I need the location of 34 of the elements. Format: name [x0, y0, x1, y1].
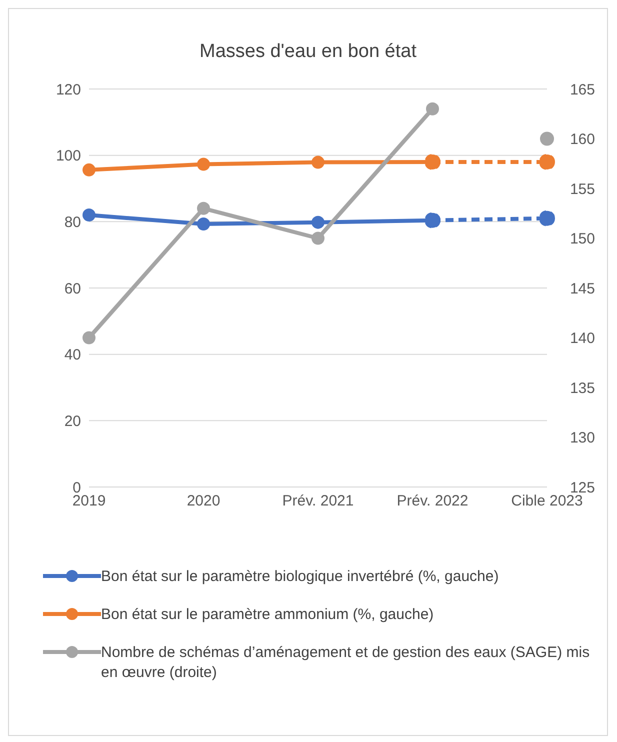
- y-tick-label: 40: [64, 346, 81, 364]
- x-tick-label: Prév. 2021: [282, 492, 354, 510]
- point: [82, 208, 96, 222]
- x-tick-label: Prév. 2022: [396, 492, 468, 510]
- y-tick-label: 100: [56, 148, 81, 165]
- chart-title: Masses d'eau en bon état: [198, 41, 418, 64]
- y2-tick-label: 155: [570, 180, 595, 198]
- x-tick-label: 2020: [186, 492, 220, 510]
- y2-tick-label: 145: [570, 280, 595, 298]
- legend-label: Bon état sur le paramètre biologique invertébré (%, gauche): [101, 567, 499, 587]
- point: [312, 156, 324, 169]
- y-tick-label: 120: [56, 81, 81, 98]
- point: [539, 154, 555, 170]
- y-tick-label: 60: [64, 280, 81, 298]
- y2-tick-label: 160: [570, 131, 595, 148]
- point: [539, 210, 555, 226]
- point: [197, 158, 210, 171]
- y2-tick-label: 165: [570, 81, 595, 98]
- point: [312, 232, 324, 245]
- point: [82, 163, 96, 176]
- y2-tick-label: 140: [570, 330, 595, 348]
- point: [82, 331, 96, 344]
- y-tick-label: 20: [64, 412, 81, 430]
- point: [426, 102, 439, 116]
- legend-label: Nombre de schémas d’aménagement et de gestion des eaux (SAGE) mis en œuvre (droite): [101, 643, 591, 683]
- y-tick-label: 80: [64, 214, 81, 231]
- point: [197, 217, 210, 230]
- point: [312, 216, 324, 229]
- y2-tick-label: 130: [570, 430, 595, 447]
- y2-tick-label: 135: [570, 380, 595, 397]
- y2-tick-label: 150: [570, 230, 595, 248]
- point: [197, 202, 210, 215]
- point: [540, 132, 554, 146]
- legend-label: Bon état sur le paramètre ammonium (%, gauche): [101, 605, 434, 625]
